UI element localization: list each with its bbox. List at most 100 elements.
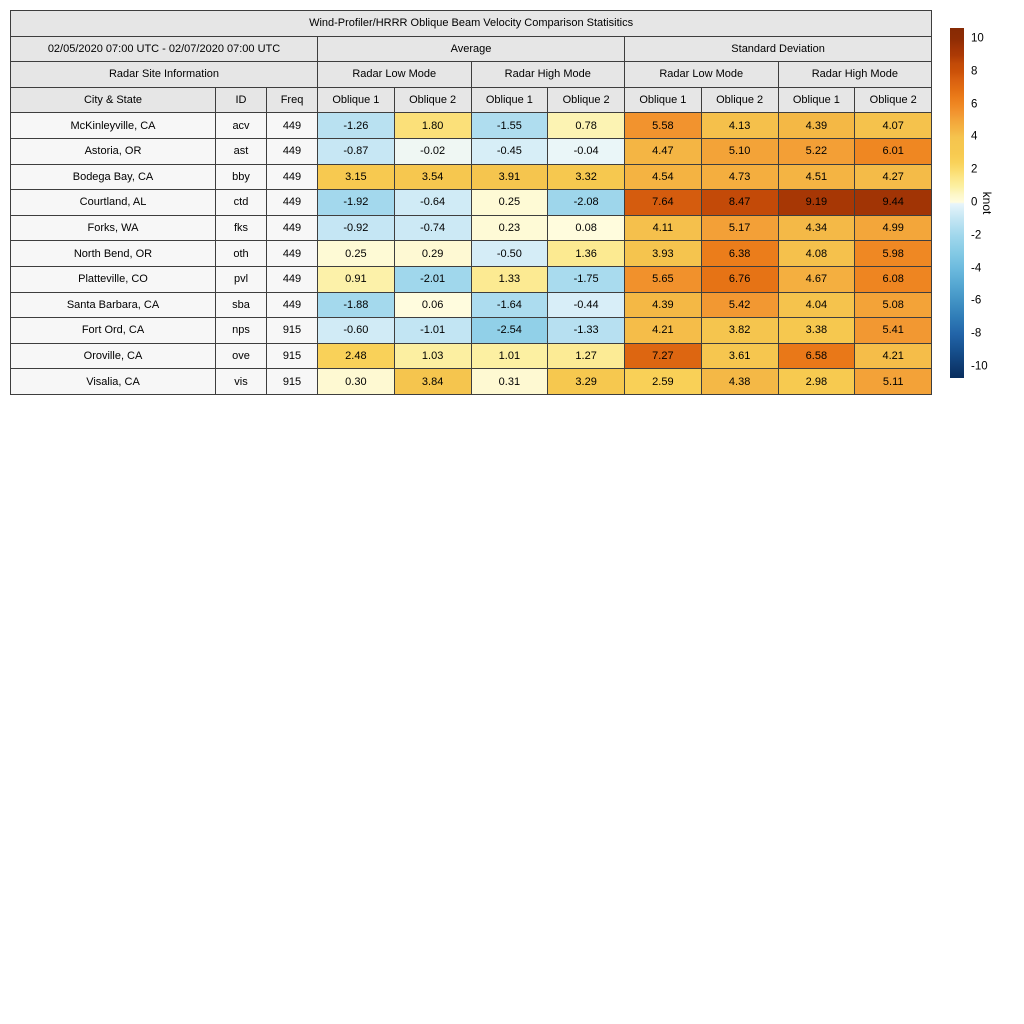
colorbar-gradient <box>950 28 964 378</box>
value-cell: 0.30 <box>317 368 395 395</box>
site-id-cell: nps <box>215 317 267 344</box>
colorbar-tick-label: 4 <box>971 130 978 143</box>
col-header-oblique1: Oblique 1 <box>777 86 856 114</box>
value-cell: 3.61 <box>700 342 779 370</box>
value-cell: 4.08 <box>777 240 856 267</box>
value-cell: 4.21 <box>624 317 702 344</box>
value-cell: -0.02 <box>393 137 472 165</box>
colorbar-tick-label: 2 <box>971 163 978 176</box>
value-cell: 5.65 <box>624 265 702 293</box>
colorbar-tick-label: -10 <box>971 360 988 373</box>
value-cell: 4.21 <box>854 342 933 370</box>
value-cell: 0.29 <box>393 240 472 267</box>
value-cell: 6.58 <box>777 342 856 370</box>
value-cell: 5.42 <box>700 291 779 319</box>
value-cell: 4.04 <box>777 291 856 319</box>
freq-cell: 915 <box>266 368 318 395</box>
value-cell: 7.27 <box>624 342 702 370</box>
colorbar-tick-label: 0 <box>971 196 978 209</box>
column-header-row: City & State ID Freq Oblique 1 Oblique 2… <box>10 86 933 114</box>
value-cell: 5.22 <box>777 137 856 165</box>
freq-cell: 449 <box>266 265 318 293</box>
table-row: Astoria, OR ast 449 -0.87 -0.02 -0.45 -0.04 4.4… <box>10 137 933 165</box>
table-row: Santa Barbara, CA sba 449 -1.88 0.06 -1.64 -0.… <box>10 291 933 319</box>
value-cell: 3.32 <box>547 163 625 191</box>
city-state-cell: Courtland, AL <box>10 189 216 216</box>
freq-cell: 449 <box>266 240 318 267</box>
value-cell: 5.17 <box>700 214 779 242</box>
value-cell: 9.19 <box>777 189 856 216</box>
site-id-cell: bby <box>215 163 267 191</box>
value-cell: 4.39 <box>624 291 702 319</box>
city-state-cell: McKinleyville, CA <box>10 112 216 139</box>
value-cell: 4.11 <box>624 214 702 242</box>
value-cell: 0.06 <box>393 291 472 319</box>
city-state-cell: Astoria, OR <box>10 137 216 165</box>
mode-header-row: Radar Site Information Radar Low Mode Ra… <box>10 61 933 88</box>
freq-cell: 449 <box>266 189 318 216</box>
city-state-cell: Platteville, CO <box>10 265 216 293</box>
avg-low-mode-header: Radar Low Mode <box>317 61 472 88</box>
value-cell: 1.27 <box>547 342 625 370</box>
table-row: Platteville, CO pvl 449 0.91 -2.01 1.33 -1.75 5… <box>10 265 933 293</box>
value-cell: 3.15 <box>317 163 395 191</box>
stats-table: Wind-Profiler/HRRR Oblique Beam Velocity… <box>9 10 933 395</box>
value-cell: -0.64 <box>393 189 472 216</box>
value-cell: 6.76 <box>700 265 779 293</box>
group-header-std-deviation: Standard Deviation <box>623 35 933 63</box>
value-cell: 3.84 <box>393 368 472 395</box>
value-cell: -1.75 <box>547 265 625 293</box>
col-header-freq: Freq <box>266 86 318 114</box>
col-header-oblique2: Oblique 2 <box>393 86 472 114</box>
value-cell: 4.54 <box>624 163 702 191</box>
col-header-city-state: City & State <box>10 86 216 114</box>
value-cell: 2.48 <box>317 342 395 370</box>
value-cell: 6.38 <box>700 240 779 267</box>
table-row: McKinleyville, CA acv 449 -1.26 1.80 -1.55 0.7… <box>10 112 933 139</box>
site-id-cell: pvl <box>215 265 267 293</box>
site-id-cell: ove <box>215 342 267 370</box>
value-cell: 4.07 <box>854 112 933 139</box>
col-header-oblique2: Oblique 2 <box>854 86 933 114</box>
value-cell: -2.08 <box>547 189 625 216</box>
colorbar-unit-label: knot <box>980 191 994 215</box>
colorbar: 10 8 6 4 2 0 -2 -4 -6 -8 -10 knot <box>950 28 1024 378</box>
value-cell: 1.80 <box>393 112 472 139</box>
value-cell: 4.99 <box>854 214 933 242</box>
freq-cell: 449 <box>266 214 318 242</box>
date-range: 02/05/2020 07:00 UTC - 02/07/2020 07:00 … <box>10 35 318 63</box>
table-row: Courtland, AL ctd 449 -1.92 -0.64 0.25 -2.08 7.… <box>10 189 933 216</box>
freq-cell: 449 <box>266 291 318 319</box>
value-cell: 4.38 <box>700 368 779 395</box>
freq-cell: 449 <box>266 163 318 191</box>
value-cell: -0.87 <box>317 137 395 165</box>
group-header-average: Average <box>317 35 625 63</box>
value-cell: -0.74 <box>393 214 472 242</box>
site-id-cell: vis <box>215 368 267 395</box>
value-cell: 0.91 <box>317 265 395 293</box>
col-header-id: ID <box>215 86 267 114</box>
col-header-oblique2: Oblique 2 <box>700 86 779 114</box>
site-id-cell: fks <box>215 214 267 242</box>
colorbar-tick-label: 10 <box>971 32 984 45</box>
colorbar-tick-label: 8 <box>971 65 978 78</box>
freq-cell: 449 <box>266 137 318 165</box>
value-cell: 4.27 <box>854 163 933 191</box>
city-state-cell: Bodega Bay, CA <box>10 163 216 191</box>
freq-cell: 449 <box>266 112 318 139</box>
site-id-cell: ast <box>215 137 267 165</box>
freq-cell: 915 <box>266 317 318 344</box>
value-cell: 1.36 <box>547 240 625 267</box>
table-row: Fort Ord, CA nps 915 -0.60 -1.01 -2.54 -1.33 4.… <box>10 317 933 344</box>
value-cell: 3.38 <box>777 317 856 344</box>
value-cell: 4.13 <box>700 112 779 139</box>
value-cell: 1.01 <box>470 342 549 370</box>
col-header-oblique2: Oblique 2 <box>547 86 625 114</box>
colorbar-tick-label: -2 <box>971 229 982 242</box>
value-cell: -0.44 <box>547 291 625 319</box>
std-high-mode-header: Radar High Mode <box>777 61 933 88</box>
city-state-cell: Oroville, CA <box>10 342 216 370</box>
value-cell: 4.47 <box>624 137 702 165</box>
table-body: McKinleyville, CA acv 449 -1.26 1.80 -1.55 0.7… <box>10 112 933 395</box>
avg-high-mode-header: Radar High Mode <box>470 61 625 88</box>
